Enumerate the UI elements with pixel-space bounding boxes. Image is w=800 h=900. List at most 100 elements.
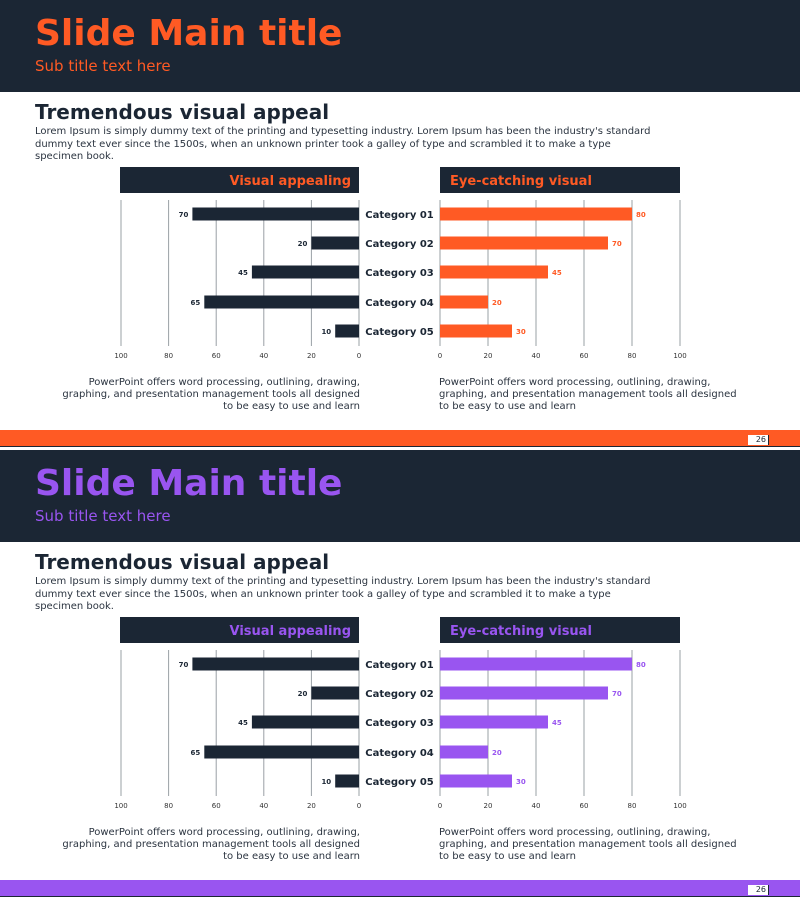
left-bar — [192, 657, 359, 671]
caption-left: PowerPoint offers word processing, outli… — [62, 377, 360, 412]
right-bar-label: 30 — [516, 328, 526, 336]
category-label: Category 03 — [365, 268, 434, 279]
category-label: Category 02 — [365, 239, 434, 250]
right-bar-label: 30 — [516, 778, 526, 786]
left-bar-label: 20 — [298, 690, 308, 698]
right-chart-title: Eye-catching visual — [450, 624, 592, 639]
category-label: Category 03 — [365, 718, 434, 729]
right-bar-label: 20 — [492, 299, 502, 307]
body-paragraph: Lorem Ipsum is simply dummy text of the … — [35, 576, 651, 612]
slide-header: Slide Main title Sub title text here — [0, 450, 800, 542]
caption-left: PowerPoint offers word processing, outli… — [62, 827, 360, 862]
right-tick-label: 100 — [673, 802, 686, 810]
left-chart-title: Visual appealing — [230, 624, 351, 639]
right-tick-label: 20 — [484, 352, 493, 360]
left-bar-label: 10 — [321, 328, 331, 336]
left-bar — [311, 236, 359, 250]
right-bar-label: 45 — [552, 269, 562, 277]
left-tick-label: 0 — [357, 352, 361, 360]
left-chart-header — [120, 167, 359, 193]
slide-header: Slide Main title Sub title text here — [0, 0, 800, 92]
left-tick-label: 20 — [307, 802, 316, 810]
left-bar — [335, 774, 359, 788]
right-chart-header — [440, 617, 680, 643]
left-bar — [192, 207, 359, 221]
right-bar-label: 80 — [636, 661, 646, 669]
right-bar-label: 45 — [552, 719, 562, 727]
left-chart-header — [120, 617, 359, 643]
right-tick-label: 100 — [673, 352, 686, 360]
left-bar — [251, 715, 359, 729]
slide-title: Slide Main title — [35, 463, 343, 504]
left-tick-label: 80 — [164, 352, 173, 360]
footer-divider — [0, 896, 800, 897]
category-label: Category 05 — [365, 777, 434, 788]
body-paragraph: Lorem Ipsum is simply dummy text of the … — [35, 126, 651, 162]
page-number: 26 — [748, 885, 769, 895]
footer-accent-bar — [0, 880, 800, 896]
left-bar-label: 65 — [191, 299, 201, 307]
left-bar — [204, 295, 359, 309]
left-bar-label: 10 — [321, 778, 331, 786]
slide-title: Slide Main title — [35, 13, 343, 54]
category-label: Category 01 — [365, 660, 434, 671]
section-heading: Tremendous visual appeal — [35, 550, 330, 574]
left-tick-label: 100 — [114, 352, 127, 360]
left-bar-label: 70 — [179, 211, 189, 219]
footer-accent-bar — [0, 430, 800, 446]
left-chart-title: Visual appealing — [230, 174, 351, 189]
slide-subtitle: Sub title text here — [35, 57, 171, 75]
right-bar — [440, 295, 488, 309]
slide-subtitle: Sub title text here — [35, 507, 171, 525]
right-bar — [440, 236, 608, 250]
slide-2: Slide Main title Sub title text here Tre… — [0, 450, 800, 900]
right-bar — [440, 657, 632, 671]
footer-divider — [0, 446, 800, 447]
right-tick-label: 80 — [628, 352, 637, 360]
page-number: 26 — [748, 435, 769, 445]
left-tick-label: 40 — [259, 802, 268, 810]
left-bar — [335, 324, 359, 338]
left-bar-label: 45 — [238, 719, 248, 727]
caption-right: PowerPoint offers word processing, outli… — [439, 377, 737, 412]
left-bar — [311, 686, 359, 700]
right-chart-header — [440, 167, 680, 193]
section-heading: Tremendous visual appeal — [35, 100, 330, 124]
right-bar-label: 80 — [636, 211, 646, 219]
left-tick-label: 0 — [357, 802, 361, 810]
right-tick-label: 0 — [438, 802, 442, 810]
left-bar-label: 45 — [238, 269, 248, 277]
right-bar-label: 70 — [612, 690, 622, 698]
right-bar — [440, 774, 512, 788]
left-tick-label: 100 — [114, 802, 127, 810]
caption-right: PowerPoint offers word processing, outli… — [439, 827, 737, 862]
right-tick-label: 60 — [580, 802, 589, 810]
left-tick-label: 60 — [212, 802, 221, 810]
right-tick-label: 20 — [484, 802, 493, 810]
right-tick-label: 40 — [532, 802, 541, 810]
right-chart-title: Eye-catching visual — [450, 174, 592, 189]
right-bar-label: 70 — [612, 240, 622, 248]
left-bar-label: 65 — [191, 749, 201, 757]
left-bar-label: 20 — [298, 240, 308, 248]
right-bar — [440, 745, 488, 759]
category-label: Category 02 — [365, 689, 434, 700]
left-bar-label: 70 — [179, 661, 189, 669]
left-bar — [251, 265, 359, 279]
right-tick-label: 40 — [532, 352, 541, 360]
right-bar — [440, 207, 632, 221]
left-tick-label: 80 — [164, 802, 173, 810]
right-bar — [440, 265, 548, 279]
right-bar — [440, 715, 548, 729]
right-tick-label: 60 — [580, 352, 589, 360]
right-bar-label: 20 — [492, 749, 502, 757]
category-label: Category 04 — [365, 298, 434, 309]
right-bar — [440, 324, 512, 338]
right-tick-label: 0 — [438, 352, 442, 360]
left-tick-label: 40 — [259, 352, 268, 360]
right-tick-label: 80 — [628, 802, 637, 810]
left-bar — [204, 745, 359, 759]
category-label: Category 04 — [365, 748, 434, 759]
